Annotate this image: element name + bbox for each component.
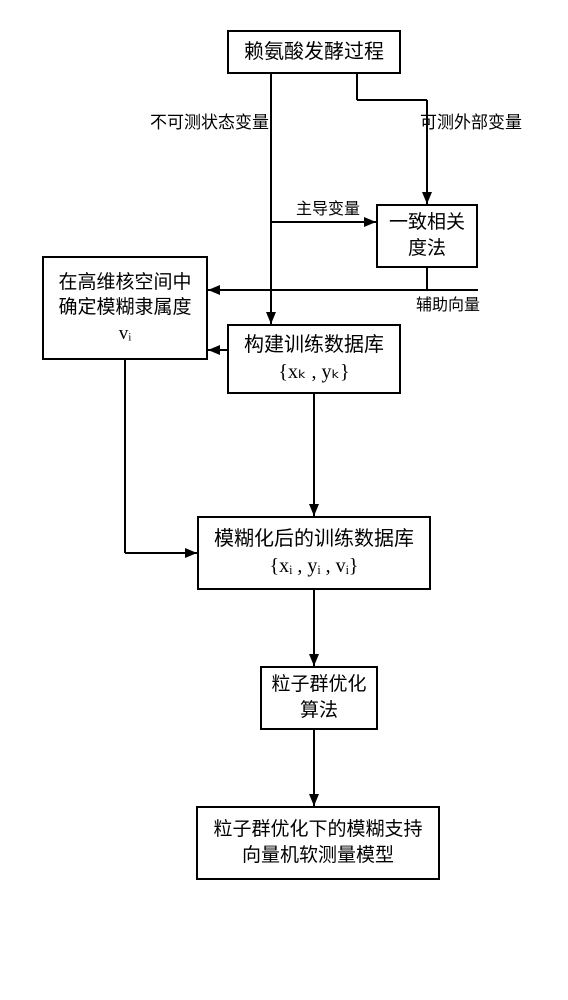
node-label: 一致相关度法	[386, 210, 468, 261]
node-label: 在高维核空间中确定模糊隶属度 vᵢ	[52, 270, 198, 347]
node-pso: 粒子群优化算法	[260, 666, 378, 730]
node-correlation-method: 一致相关度法	[376, 204, 478, 268]
node-process-top: 赖氨酸发酵过程	[227, 30, 401, 74]
node-fuzzy-membership: 在高维核空间中确定模糊隶属度 vᵢ	[42, 256, 208, 360]
node-label: 粒子群优化下的模糊支持向量机软测量模型	[206, 817, 430, 868]
node-label: 粒子群优化算法	[270, 672, 368, 723]
flowchart-canvas: 赖氨酸发酵过程 一致相关度法 在高维核空间中确定模糊隶属度 vᵢ 构建训练数据库…	[0, 0, 568, 1000]
node-svm-model: 粒子群优化下的模糊支持向量机软测量模型	[196, 806, 440, 880]
node-label: 模糊化后的训练数据库 {xᵢ , yᵢ , vᵢ}	[207, 526, 421, 580]
node-label: 构建训练数据库 {xₖ , yₖ}	[244, 332, 384, 386]
edge-label-dominant: 主导变量	[296, 200, 360, 221]
edge-label-auxiliary: 辅助向量	[416, 296, 480, 317]
edge-label-measurable: 可测外部变量	[420, 112, 522, 134]
node-fuzzy-training-db: 模糊化后的训练数据库 {xᵢ , yᵢ , vᵢ}	[197, 516, 431, 590]
node-training-db: 构建训练数据库 {xₖ , yₖ}	[227, 324, 401, 394]
edge-label-unmeasurable: 不可测状态变量	[150, 112, 269, 134]
node-label: 赖氨酸发酵过程	[244, 39, 384, 66]
